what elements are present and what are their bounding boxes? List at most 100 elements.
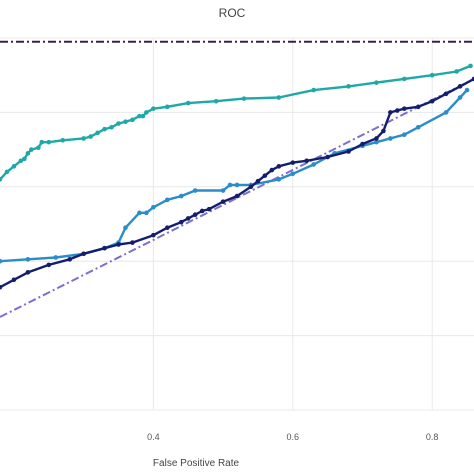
series-2-point [11, 164, 17, 169]
series-4-point [388, 110, 393, 115]
reference-lines [0, 40, 474, 318]
series-4-point [457, 84, 463, 89]
series-2-point [0, 177, 3, 182]
series-2-point [151, 106, 156, 111]
series-3-point [227, 182, 233, 188]
series-3-point [464, 87, 470, 93]
series-3-point [457, 95, 463, 100]
series-4-point [81, 251, 86, 257]
x-tick-labels: 0.4 0.6 0.8 [147, 432, 438, 442]
series-4-point [220, 199, 226, 204]
chart-title: ROC [219, 6, 246, 20]
series-3-point [53, 255, 59, 260]
series-2-point [185, 100, 191, 106]
series-3-point [276, 177, 282, 182]
series-3-point [178, 193, 184, 199]
series-2-point [140, 113, 146, 119]
series-4-point [0, 284, 3, 290]
series-4-point [130, 240, 135, 245]
series-4-point [206, 206, 212, 212]
series-3-point [192, 188, 198, 193]
series-3-point [137, 210, 142, 216]
series-3-point [220, 188, 226, 193]
series-4-point [151, 232, 156, 238]
series-3-point [234, 182, 240, 188]
series-3-point [401, 132, 407, 138]
x-tick-label: 0.8 [426, 432, 439, 442]
series-4-point [325, 154, 330, 160]
series-4-point [290, 160, 296, 165]
series-3-point [25, 257, 31, 262]
series-3-point [290, 171, 296, 177]
series-4-point [443, 91, 449, 97]
x-axis-label: False Positive Rate [153, 458, 240, 469]
series-4-point [248, 184, 254, 190]
series-4-point [381, 128, 386, 134]
series-4-point [401, 106, 407, 111]
x-tick-label: 0.6 [287, 432, 300, 442]
series-2-point [95, 130, 100, 136]
series-2-point [29, 147, 34, 152]
series-2-point [144, 110, 149, 115]
series-2-point [346, 84, 351, 89]
series-4-point [164, 225, 170, 231]
series-3-point [443, 110, 449, 115]
series-2-point [213, 98, 219, 104]
series-4-point [192, 212, 198, 217]
series-lines [0, 63, 474, 290]
series-2-point [164, 104, 170, 110]
series-2-point [39, 139, 45, 145]
series-3-point [151, 204, 156, 210]
series-4-point [374, 136, 379, 141]
series-4-point [116, 242, 121, 247]
x-tick-label: 0.4 [147, 432, 160, 442]
series-2-point [454, 69, 459, 74]
series-2-point [109, 124, 114, 130]
series-3-point [164, 197, 170, 203]
series-2-point [137, 113, 142, 119]
series-2-point [22, 156, 27, 162]
series-4-point [199, 208, 205, 214]
series-2-point [311, 87, 316, 93]
series-2-point [374, 80, 379, 85]
series-4-point [360, 141, 365, 147]
series-2-point [401, 76, 407, 82]
series-4-point [67, 257, 73, 262]
series-4-point [25, 270, 31, 275]
series-3-point [123, 225, 128, 231]
series-2-point [4, 169, 10, 175]
series-2-point [36, 145, 41, 151]
series-line-2 [0, 64, 471, 181]
series-4-point [234, 193, 240, 199]
series-2-point [81, 136, 86, 141]
series-4-point [276, 164, 282, 169]
series-4-point [185, 216, 191, 221]
series-line-3 [0, 89, 468, 263]
series-2-point [429, 72, 435, 78]
series-2-point [60, 138, 66, 143]
series-2-point [116, 121, 121, 126]
series-3-point [311, 162, 316, 167]
series-2-point [130, 117, 135, 123]
series-4-point [178, 219, 184, 225]
grid [0, 37, 474, 411]
series-2-point [18, 158, 24, 164]
series-2-point [468, 63, 473, 69]
series-4-point [471, 76, 474, 82]
series-4-point [11, 277, 17, 283]
series-2-point [123, 119, 128, 124]
series-4-point [269, 167, 275, 173]
series-4-point [415, 104, 421, 110]
series-4-point [255, 178, 261, 184]
series-3-point [0, 258, 3, 264]
series-4-point [102, 245, 107, 251]
series-2-point [25, 151, 31, 156]
series-3-point [388, 136, 393, 141]
series-4-point [262, 173, 268, 178]
series-3-point [374, 139, 379, 145]
series-4-point [304, 158, 310, 164]
series-4-point [346, 149, 351, 154]
series-2-point [102, 126, 107, 132]
series-4-point [395, 108, 400, 113]
